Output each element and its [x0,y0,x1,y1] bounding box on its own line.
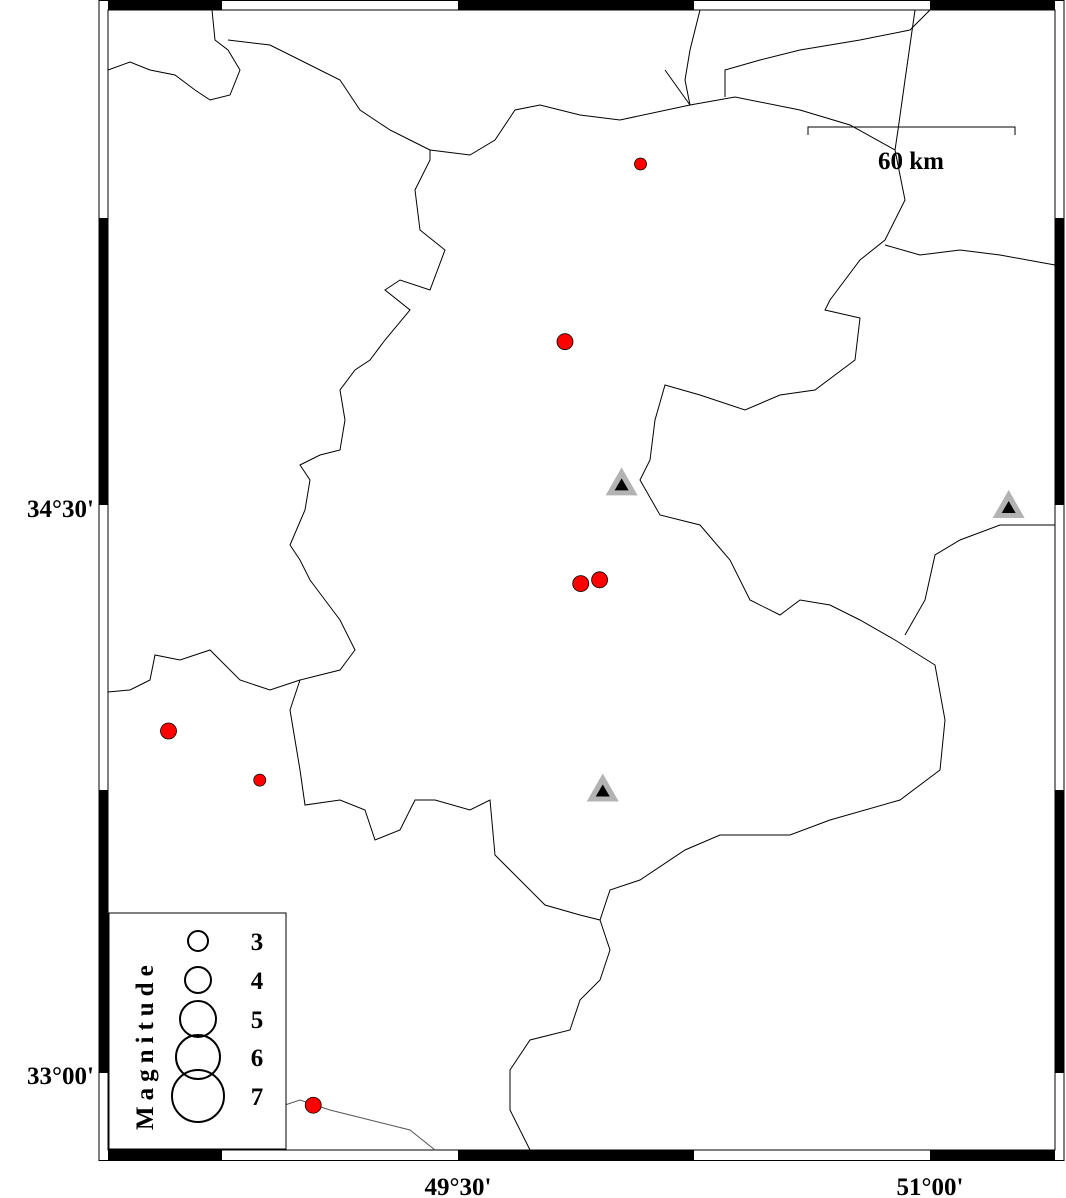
legend-circle [187,930,209,952]
legend-label: 4 [251,968,264,995]
scale-bar-label: 60 km [878,148,944,175]
legend-label: 3 [251,929,264,956]
earthquake-event [556,333,574,351]
legend-circle [179,1000,217,1038]
province-borders [107,9,1056,1151]
earthquake-event [304,1096,322,1114]
scale-bar: 60 km [807,126,1016,175]
legend-title: Magnitude [132,959,159,1130]
earthquake-event [572,575,590,592]
stations [586,467,1025,802]
earthquake-event [591,571,609,589]
station-triangle-inner [1001,501,1016,513]
earthquake-event [160,722,177,740]
legend-label: 5 [251,1007,264,1034]
lon-label-49-30: 49°30' [425,1174,492,1198]
lat-label-33-00: 33°00' [27,1063,94,1090]
legend-label: 6 [251,1045,264,1072]
earthquake-event [253,773,267,787]
legend-circle [171,1069,225,1123]
lon-label-51-00: 51°00' [897,1174,964,1198]
station-marker [992,490,1025,518]
events [160,157,647,1114]
station-triangle-inner [595,784,610,797]
earthquake-event [634,157,647,171]
station-marker [605,467,638,496]
legend-circle [184,966,212,994]
legend-label: 7 [251,1084,264,1111]
magnitude-legend: Magnitude 3 4 5 6 7 [108,912,287,1150]
legend-circle [175,1034,221,1080]
station-marker [586,773,619,802]
station-triangle-inner [614,478,629,491]
lat-label-34-30: 34°30' [27,496,94,523]
central-province-border [289,96,946,921]
